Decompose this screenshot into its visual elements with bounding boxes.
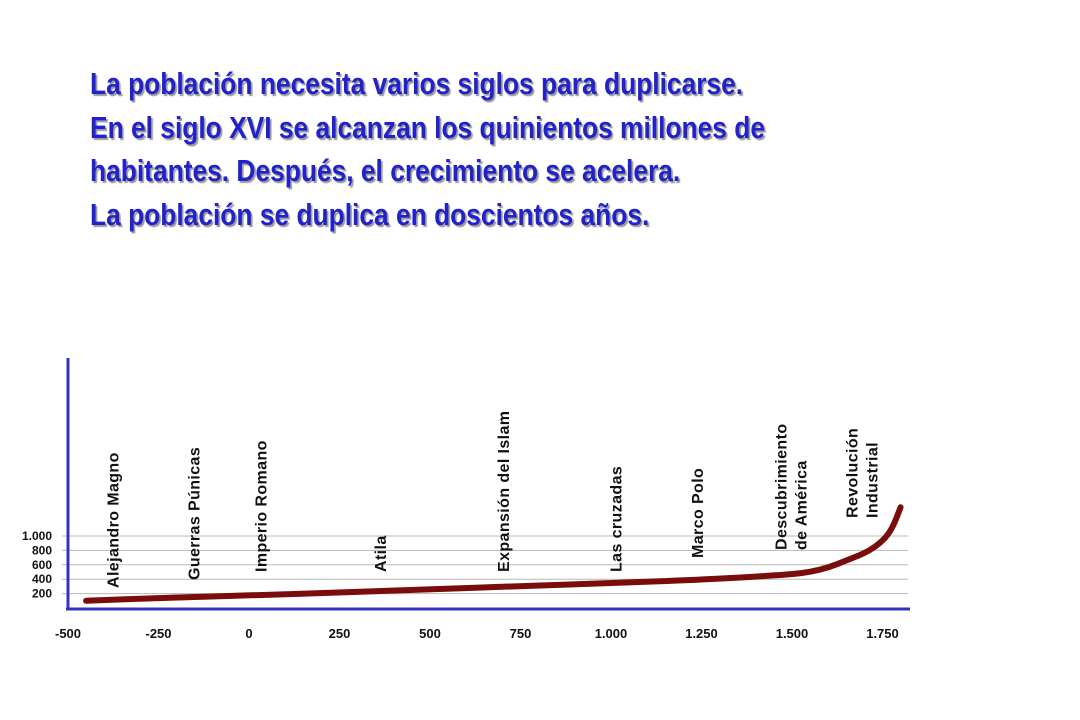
headline-line-4: La población se duplica en doscientos añ… [90,196,650,232]
curve-point [156,595,161,601]
x-tick-label: -500 [55,626,81,641]
y-tick-label: 800 [32,543,52,557]
curve-point [246,592,252,598]
y-tick-label: 1.000 [22,529,52,543]
event-annotation: Alejandro Magno [105,452,122,588]
x-tick-label: 750 [510,626,532,641]
headline-line-3: habitantes. Después, el crecimiento se a… [90,153,681,188]
event-annotation: Descubrimiento de América [773,423,810,550]
curve-point [807,569,813,575]
x-tick-label: 500 [419,626,441,641]
curve-point [337,590,342,596]
x-tick-labels: -500 -250 0 250 500 750 1.000 1.250 1.500 1.750 [55,626,899,641]
event-label: Marco Polo [690,468,707,558]
curve-point [699,577,704,583]
curve-point [861,550,867,556]
x-tick-label: 1.000 [595,626,628,641]
curve-point [789,571,795,577]
headline-line-1: La población necesita varios siglos para… [90,66,744,101]
curve-point [872,544,878,550]
curve-point [883,534,889,540]
curve-point [890,523,896,529]
x-tick-label: 0 [245,626,252,641]
curve-point [83,598,89,604]
x-tick-label: 1.250 [685,626,718,641]
x-tick-label: 250 [329,626,351,641]
event-label: Descubrimiento [773,423,790,550]
event-label: Expansión del Islam [496,411,513,572]
event-annotation: Guerras Púnicas [187,447,204,580]
event-label: Industrial [865,442,882,518]
x-tick-label: 1.500 [776,626,809,641]
curve-point [825,565,831,571]
curve-point [753,574,759,580]
event-annotation: Atila [373,535,390,572]
curve-point [518,583,523,589]
event-label: Guerras Púnicas [187,447,204,580]
y-tick-label: 400 [32,572,52,586]
event-label: Las cruzadas [608,466,625,572]
headline-line-2: En el siglo XVI se alcanzan los quinient… [90,109,766,145]
event-label: Atila [373,535,390,572]
curve-point [843,557,849,563]
x-tick-label: -250 [145,626,171,641]
y-tick-label: 200 [32,587,52,601]
event-label: Revolución [845,428,862,518]
event-label: Imperio Romano [254,440,271,572]
population-curve [83,504,904,604]
event-annotations: Alejandro Magno Guerras Púnicas Imperio Ro… [105,411,881,588]
series [83,504,904,604]
event-label: Alejandro Magno [105,452,122,588]
y-tick-label: 600 [32,558,52,572]
curve-point [608,580,614,586]
x-tick-label: 1.750 [866,626,899,641]
curve-point [898,504,904,510]
event-annotation: Expansión del Islam [496,411,513,572]
curve-point [427,586,433,592]
grid-lines [62,535,908,595]
headline: La población necesita varios siglos para… [90,62,855,236]
event-annotation: Las cruzadas [608,466,625,572]
axes [66,358,910,611]
event-annotation: Imperio Romano [254,440,271,572]
event-label: de América [793,460,810,550]
event-annotation: Marco Polo [690,468,707,558]
event-annotation: Revolución Industrial [845,428,882,518]
